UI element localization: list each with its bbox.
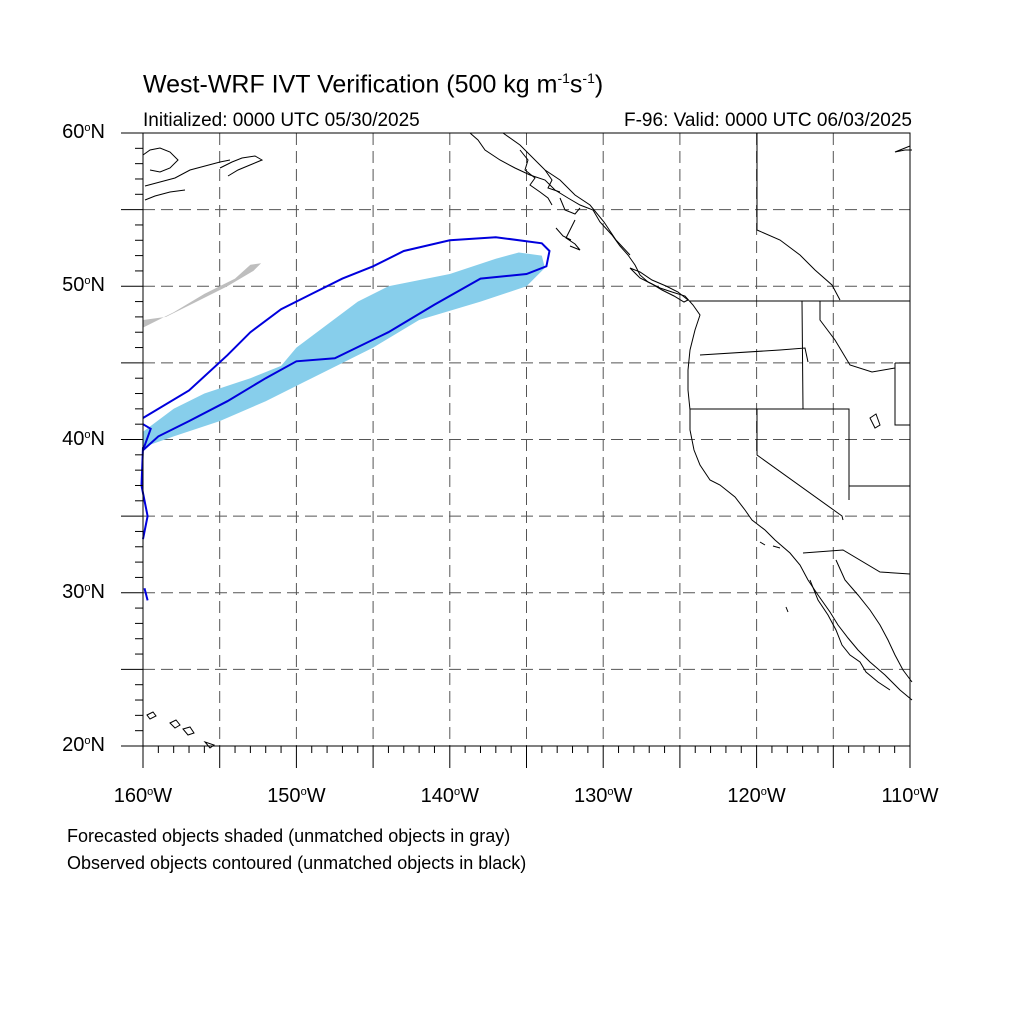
lat-label: 60oN (62, 121, 105, 143)
caption-observed: Observed objects contoured (unmatched ob… (67, 853, 527, 873)
lat-lon-grid (143, 133, 910, 746)
lat-label: 20oN (62, 734, 105, 756)
lon-label: 160oW (113, 785, 173, 807)
lon-label: 120oW (727, 785, 786, 807)
lon-label: 110oW (881, 785, 939, 807)
observed-object-contour (142, 236, 551, 451)
state-borders (690, 133, 911, 575)
hawaii-islands (146, 711, 216, 749)
unmatched-forecast-object (143, 263, 262, 328)
alaska-canada-border (502, 132, 631, 256)
baja-california (809, 559, 913, 691)
matched-forecast-objects (143, 252, 545, 448)
lon-label: 140oW (420, 785, 479, 807)
vancouver-island (629, 267, 689, 303)
unmatched-forecast-objects (143, 263, 262, 328)
north-america-coastline (469, 132, 913, 701)
channel-islands (759, 413, 881, 613)
aleutian-islands (142, 147, 264, 201)
lon-label: 150oW (267, 785, 326, 807)
lon-label: 130oW (573, 785, 633, 807)
matched-forecast-object (143, 252, 545, 448)
caption-forecast: Forecasted objects shaded (unmatched obj… (67, 826, 511, 846)
alaska-panhandle-islands (519, 149, 581, 251)
political-borders (502, 132, 911, 575)
lat-label: 40oN (62, 427, 105, 450)
lat-label: 30oN (62, 580, 105, 603)
lat-label: 50oN (62, 274, 105, 297)
observed-object-west-edge (140, 447, 149, 540)
initialized-time: Initialized: 0000 UTC 05/30/2025 (143, 110, 420, 131)
coastlines (142, 132, 913, 749)
valid-time: F-96: Valid: 0000 UTC 06/03/2025 (624, 110, 912, 131)
plot-title: West-WRF IVT Verification (500 kg m-1s-1… (143, 70, 604, 99)
axis-ticks (121, 132, 911, 768)
observed-object-contours (140, 236, 551, 601)
observed-object-fragment (143, 587, 149, 601)
